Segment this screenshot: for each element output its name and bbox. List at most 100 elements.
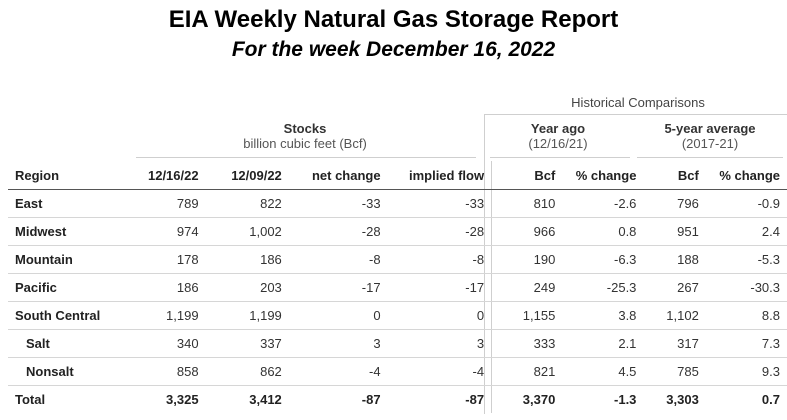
- historical-divider: [484, 114, 787, 115]
- five-year-underline: [637, 157, 783, 158]
- region-cell: South Central: [8, 301, 133, 330]
- year-ago-pct-cell: -2.6: [562, 189, 644, 218]
- current-week-cell: 974: [132, 217, 206, 246]
- year-ago-bcf-cell: 1,155: [491, 301, 563, 330]
- five-year-pct-cell: 8.8: [705, 301, 787, 330]
- net-change-cell: -28: [288, 217, 388, 246]
- net-change-cell: 0: [288, 301, 388, 330]
- prior-week-cell: 203: [205, 273, 289, 302]
- col-five-year-pct: % change: [705, 161, 787, 190]
- five-year-pct-cell: -30.3: [705, 273, 787, 302]
- implied-flow-cell: -17: [387, 273, 492, 302]
- table-row: Midwest 974 1,002 -28 -28 966 0.8 951 2.4: [8, 217, 787, 246]
- implied-flow-cell: -87: [387, 385, 492, 413]
- prior-week-cell: 1,199: [205, 301, 289, 330]
- stocks-unit: billion cubic feet (Bcf): [243, 136, 367, 151]
- year-ago-title: Year ago: [530, 121, 586, 136]
- implied-flow-cell: -8: [387, 245, 492, 274]
- table-row: Nonsalt 858 862 -4 -4 821 4.5 785 9.3: [8, 357, 787, 386]
- five-year-bcf-cell: 951: [643, 217, 706, 246]
- prior-week-cell: 3,412: [205, 385, 289, 413]
- col-five-year-bcf: Bcf: [643, 161, 706, 190]
- net-change-cell: 3: [288, 329, 388, 358]
- col-year-ago-pct: % change: [562, 161, 644, 190]
- region-cell: East: [8, 189, 133, 218]
- five-year-bcf-cell: 3,303: [643, 385, 706, 413]
- five-year-bcf-cell: 317: [643, 329, 706, 358]
- col-net-change: net change: [288, 161, 388, 190]
- region-cell: Pacific: [8, 273, 133, 302]
- year-ago-bcf-cell: 3,370: [491, 385, 563, 413]
- current-week-cell: 1,199: [132, 301, 206, 330]
- col-implied-flow: implied flow: [387, 161, 492, 190]
- five-year-pct-cell: 9.3: [705, 357, 787, 386]
- five-year-pct-cell: 7.3: [705, 329, 787, 358]
- header-row: Region 12/16/22 12/09/22 net change impl…: [8, 161, 787, 190]
- implied-flow-cell: -33: [387, 189, 492, 218]
- five-year-pct-cell: 0.7: [705, 385, 787, 413]
- col-region: Region: [8, 161, 133, 190]
- region-cell: Salt: [8, 329, 133, 358]
- region-cell: Mountain: [8, 245, 133, 274]
- implied-flow-cell: -4: [387, 357, 492, 386]
- table-row: Pacific 186 203 -17 -17 249 -25.3 267 -30.3: [8, 273, 787, 302]
- year-ago-date: (12/16/21): [528, 136, 588, 151]
- net-change-cell: -33: [288, 189, 388, 218]
- year-ago-bcf-cell: 190: [491, 245, 563, 274]
- year-ago-bcf-cell: 333: [491, 329, 563, 358]
- year-ago-pct-cell: -6.3: [562, 245, 644, 274]
- col-current-week: 12/16/22: [132, 161, 206, 190]
- table-row: Mountain 178 186 -8 -8 190 -6.3 188 -5.3: [8, 245, 787, 274]
- prior-week-cell: 822: [205, 189, 289, 218]
- year-ago-pct-cell: 4.5: [562, 357, 644, 386]
- implied-flow-cell: -28: [387, 217, 492, 246]
- year-ago-pct-cell: -25.3: [562, 273, 644, 302]
- year-ago-group-header: Year ago (12/16/21): [488, 121, 628, 151]
- year-ago-bcf-cell: 249: [491, 273, 563, 302]
- five-year-pct-cell: 2.4: [705, 217, 787, 246]
- year-ago-pct-cell: 2.1: [562, 329, 644, 358]
- year-ago-pct-cell: 3.8: [562, 301, 644, 330]
- year-ago-underline: [490, 157, 630, 158]
- five-year-bcf-cell: 1,102: [643, 301, 706, 330]
- net-change-cell: -8: [288, 245, 388, 274]
- net-change-cell: -17: [288, 273, 388, 302]
- five-year-pct-cell: -5.3: [705, 245, 787, 274]
- year-ago-bcf-cell: 966: [491, 217, 563, 246]
- current-week-cell: 178: [132, 245, 206, 274]
- table-row: Salt 340 337 3 3 333 2.1 317 7.3: [8, 329, 787, 358]
- stocks-underline: [136, 157, 476, 158]
- report-subtitle: For the week December 16, 2022: [231, 38, 556, 61]
- region-cell: Midwest: [8, 217, 133, 246]
- stocks-title: Stocks: [283, 121, 327, 136]
- col-year-ago-bcf: Bcf: [491, 161, 563, 190]
- prior-week-cell: 1,002: [205, 217, 289, 246]
- implied-flow-cell: 0: [387, 301, 492, 330]
- storage-table: Region 12/16/22 12/09/22 net change impl…: [8, 161, 787, 413]
- region-cell: Total: [8, 385, 133, 413]
- implied-flow-cell: 3: [387, 329, 492, 358]
- table-row: South Central 1,199 1,199 0 0 1,155 3.8 1,102 8.…: [8, 301, 787, 330]
- table-row: East 789 822 -33 -33 810 -2.6 796 -0.9: [8, 189, 787, 218]
- table-body: East 789 822 -33 -33 810 -2.6 796 -0.9 Midwest 974…: [8, 189, 787, 413]
- five-year-bcf-cell: 267: [643, 273, 706, 302]
- year-ago-pct-cell: 0.8: [562, 217, 644, 246]
- five-year-bcf-cell: 188: [643, 245, 706, 274]
- five-year-pct-cell: -0.9: [705, 189, 787, 218]
- five-year-bcf-cell: 785: [643, 357, 706, 386]
- net-change-cell: -4: [288, 357, 388, 386]
- year-ago-bcf-cell: 821: [491, 357, 563, 386]
- prior-week-cell: 862: [205, 357, 289, 386]
- historical-comparisons-heading: Historical Comparisons: [571, 95, 705, 110]
- current-week-cell: 789: [132, 189, 206, 218]
- year-ago-pct-cell: -1.3: [562, 385, 644, 413]
- current-week-cell: 3,325: [132, 385, 206, 413]
- report-title: EIA Weekly Natural Gas Storage Report: [168, 6, 619, 33]
- five-year-group-header: 5-year average (2017-21): [635, 121, 785, 151]
- current-week-cell: 858: [132, 357, 206, 386]
- prior-week-cell: 186: [205, 245, 289, 274]
- five-year-title: 5-year average: [664, 121, 756, 136]
- region-cell: Nonsalt: [8, 357, 133, 386]
- prior-week-cell: 337: [205, 329, 289, 358]
- current-week-cell: 340: [132, 329, 206, 358]
